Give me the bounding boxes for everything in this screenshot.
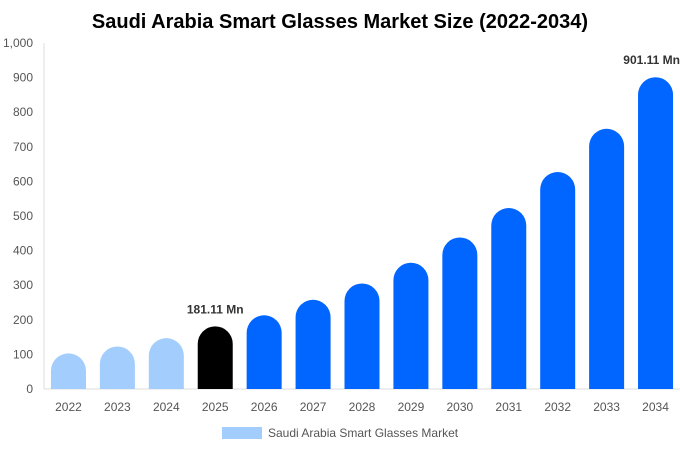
x-tick-label: 2031: [495, 400, 522, 414]
x-tick-label: 2030: [446, 400, 473, 414]
x-axis: 2022 2023 2024 2025 2026 2027 2028 2029 2030 2031…: [44, 388, 680, 414]
x-tick-label: 2033: [593, 400, 620, 414]
bar-2026[interactable]: [246, 315, 282, 389]
bar-2024[interactable]: [148, 338, 184, 389]
y-tick-label: 700: [13, 140, 33, 154]
bar-2023[interactable]: [99, 346, 135, 389]
y-tick-label: 0: [26, 382, 33, 396]
bar-2029[interactable]: [393, 262, 429, 389]
y-tick-label: 200: [13, 313, 33, 327]
bars-group: [50, 77, 674, 390]
y-tick-label: 600: [13, 174, 33, 188]
bar-2027[interactable]: [295, 299, 331, 389]
legend-swatch: [222, 427, 262, 439]
y-tick-label: 900: [13, 71, 33, 85]
bar-2032[interactable]: [540, 172, 576, 389]
y-tick-label: 500: [13, 209, 33, 223]
data-label-2025: 181.11 Mn: [187, 302, 244, 316]
bar-2033[interactable]: [589, 128, 625, 390]
bar-2034[interactable]: [638, 77, 674, 389]
data-label-2034: 901.11 Mn: [623, 53, 680, 67]
data-labels-group: 181.11 Mn 901.11 Mn: [187, 53, 680, 316]
legend[interactable]: Saudi Arabia Smart Glasses Market: [222, 426, 459, 440]
x-tick-label: 2025: [202, 400, 229, 414]
bar-2031[interactable]: [491, 208, 527, 389]
y-tick-label: 1,000: [3, 36, 33, 50]
x-tick-label: 2022: [55, 400, 82, 414]
x-tick-label: 2028: [349, 400, 376, 414]
y-tick-label: 100: [13, 347, 33, 361]
x-tick-label: 2034: [642, 400, 669, 414]
x-tick-label: 2023: [104, 400, 131, 414]
x-tick-label: 2029: [398, 400, 425, 414]
bar-2028[interactable]: [344, 283, 380, 389]
y-tick-label: 800: [13, 105, 33, 119]
bar-2022[interactable]: [50, 353, 86, 389]
bar-2025[interactable]: [197, 326, 233, 389]
x-tick-label: 2026: [251, 400, 278, 414]
x-tick-label: 2027: [300, 400, 327, 414]
x-tick-label: 2024: [153, 400, 180, 414]
y-tick-label: 400: [13, 244, 33, 258]
y-axis: 0 100 200 300 400 500 600 700 800 900 1,000: [3, 36, 45, 396]
chart-title: Saudi Arabia Smart Glasses Market Size (…: [92, 11, 588, 33]
bar-2030[interactable]: [442, 237, 478, 389]
x-tick-label: 2032: [544, 400, 571, 414]
legend-label: Saudi Arabia Smart Glasses Market: [268, 426, 459, 440]
y-tick-label: 300: [13, 278, 33, 292]
